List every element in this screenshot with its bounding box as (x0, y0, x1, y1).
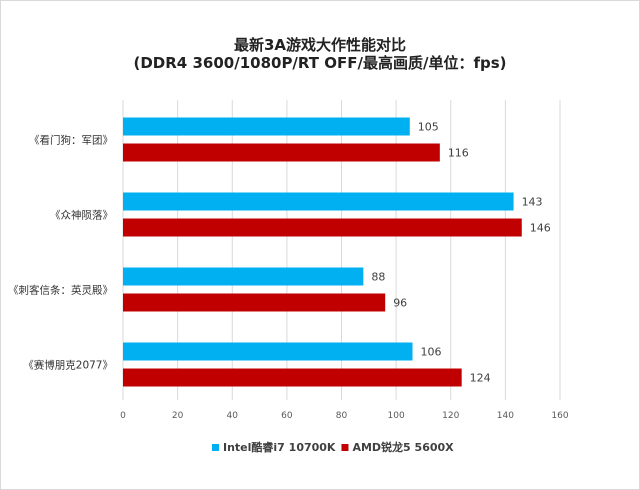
bar-intel (123, 117, 410, 136)
x-tick-label: 140 (497, 411, 514, 421)
data-label: 96 (393, 297, 407, 310)
x-tick-label: 40 (227, 411, 239, 421)
data-label: 105 (418, 121, 439, 134)
category-label: 《赛博朋克2077》 (23, 359, 113, 372)
x-tick-label: 80 (336, 411, 348, 421)
bar-intel (123, 267, 364, 286)
chart-title: 最新3A游戏大作性能对比 (233, 36, 407, 54)
category-label: 《众神陨落》 (50, 209, 113, 222)
category-label: 《看门狗：军团》 (29, 134, 113, 147)
bar-intel (123, 192, 514, 211)
legend-swatch (212, 444, 219, 451)
x-tick-label: 20 (172, 411, 184, 421)
x-tick-label: 160 (551, 411, 568, 421)
data-label: 146 (530, 222, 551, 235)
bar-amd (123, 218, 522, 237)
legend-label: AMD锐龙5 5600X (352, 440, 454, 454)
x-tick-label: 0 (120, 411, 126, 421)
legend-label: Intel酷睿i7 10700K (223, 440, 336, 454)
bar-amd (123, 143, 440, 162)
data-label: 106 (421, 346, 442, 359)
legend-swatch (341, 444, 349, 451)
x-tick-label: 60 (281, 411, 293, 421)
data-label: 124 (470, 372, 491, 385)
x-tick-label: 100 (388, 411, 405, 421)
data-label: 143 (522, 196, 543, 209)
x-tick-label: 120 (442, 411, 459, 421)
chart-subtitle: (DDR4 3600/1080P/RT OFF/最高画质/单位：fps) (133, 54, 507, 72)
bar-intel (123, 342, 413, 361)
data-label: 116 (448, 147, 469, 160)
bar-amd (123, 368, 462, 387)
bar-amd (123, 293, 386, 312)
category-label: 《刺客信条：英灵殿》 (8, 284, 113, 297)
data-label: 88 (371, 271, 385, 284)
